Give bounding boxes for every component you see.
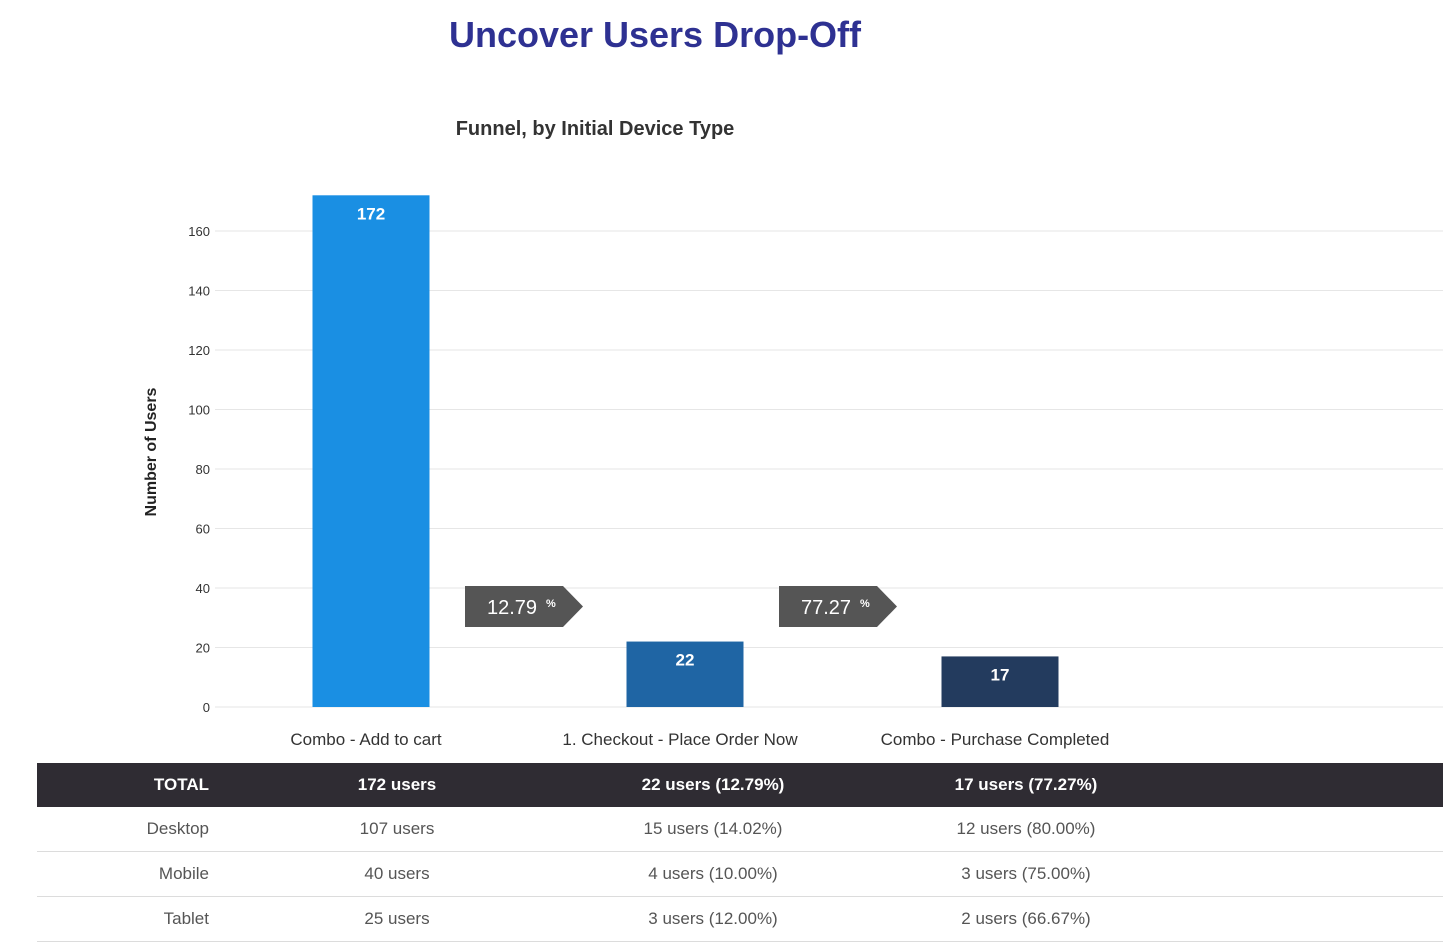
table-cell-empty <box>1181 807 1443 852</box>
grid: 0 20 40 60 80 100 120 140 160 <box>188 224 1443 715</box>
table-cell: 40 users <box>209 851 555 897</box>
chart-title: Funnel, by Initial Device Type <box>455 118 735 140</box>
y-tick-label: 20 <box>196 641 210 656</box>
table-row-desktop: Desktop 107 users 15 users (14.02%) 12 u… <box>37 807 1443 852</box>
x-category-label: 1. Checkout - Place Order Now <box>562 730 798 749</box>
table-cell: 17 users (77.27%) <box>871 763 1181 807</box>
conversion-arrow <box>465 586 583 627</box>
table-cell: 12 users (80.00%) <box>871 807 1181 852</box>
bar-value-label: 172 <box>357 204 385 223</box>
table-row-mobile: Mobile 40 users 4 users (10.00%) 3 users… <box>37 851 1443 897</box>
y-tick-label: 140 <box>188 284 210 299</box>
y-tick-label: 100 <box>188 403 210 418</box>
y-tick-label: 80 <box>196 462 210 477</box>
table-cell: 22 users (12.79%) <box>555 763 871 807</box>
bar <box>626 641 744 707</box>
y-tick-label: 0 <box>203 700 210 715</box>
conversion-arrow <box>779 586 897 627</box>
bar <box>941 656 1059 707</box>
table-cell: 15 users (14.02%) <box>555 807 871 852</box>
funnel-table: TOTAL 172 users 22 users (12.79%) 17 use… <box>37 763 1443 942</box>
conversion-rate-label: 77.27 <box>801 597 851 619</box>
table-cell: 3 users (12.00%) <box>555 896 871 942</box>
row-label: TOTAL <box>37 763 209 807</box>
y-tick-label: 60 <box>196 522 210 537</box>
page-title: Uncover Users Drop-Off <box>448 14 862 55</box>
y-tick-label: 160 <box>188 224 210 239</box>
table-row-total: TOTAL 172 users 22 users (12.79%) 17 use… <box>37 763 1443 807</box>
x-category-label: Combo - Add to cart <box>290 730 441 749</box>
row-label: Desktop <box>37 807 209 852</box>
conversion-unit-label: % <box>546 598 556 610</box>
bar-value-label: 17 <box>991 665 1010 684</box>
conversion-rate-label: 12.79 <box>487 597 537 619</box>
funnel-chart: 0 20 40 60 80 100 120 140 160 172 Combo - Add to … <box>188 195 1443 749</box>
table-cell-empty <box>1181 851 1443 897</box>
bar-value-label: 22 <box>676 651 695 670</box>
bar <box>312 195 430 708</box>
conversion-markers: 12.79% 77.27% <box>465 586 897 627</box>
table-cell-empty <box>1181 763 1443 807</box>
row-label: Mobile <box>37 851 209 897</box>
x-category-label: Combo - Purchase Completed <box>881 730 1110 749</box>
table-row-tablet: Tablet 25 users 3 users (12.00%) 2 users… <box>37 896 1443 942</box>
table-cell: 4 users (10.00%) <box>555 851 871 897</box>
y-tick-label: 40 <box>196 581 210 596</box>
table-cell-empty <box>1181 896 1443 942</box>
table-cell: 2 users (66.67%) <box>871 896 1181 942</box>
y-tick-label: 120 <box>188 343 210 358</box>
table-cell: 3 users (75.00%) <box>871 851 1181 897</box>
table-cell: 172 users <box>209 763 555 807</box>
conversion-unit-label: % <box>860 598 870 610</box>
table-cell: 25 users <box>209 896 555 942</box>
bars: 172 Combo - Add to cart 22 1. Checkout - Pl… <box>290 195 1109 749</box>
table-cell: 107 users <box>209 807 555 852</box>
row-label: Tablet <box>37 896 209 942</box>
